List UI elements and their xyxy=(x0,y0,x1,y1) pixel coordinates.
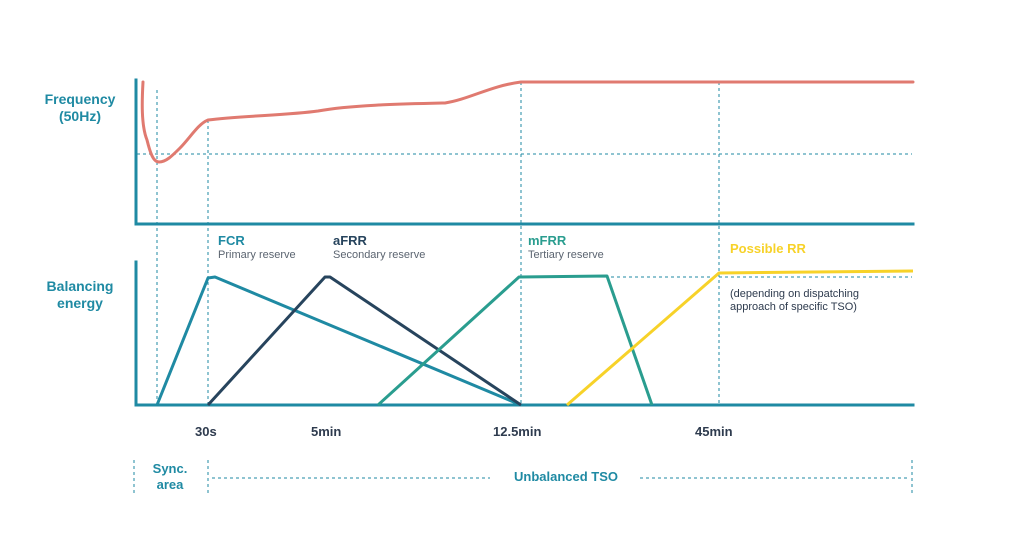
mfrr-name: mFRR xyxy=(528,233,567,248)
sync-area-line2: area xyxy=(156,476,184,492)
fcr-label: FCR Primary reserve xyxy=(218,233,296,262)
tick-5min: 5min xyxy=(311,424,342,439)
mfrr-subtitle: Tertiary reserve xyxy=(528,248,604,261)
rr-curve xyxy=(566,269,914,407)
rr-note: (depending on dispatching approach of sp… xyxy=(730,288,859,314)
afrr-label: aFRR Secondary reserve xyxy=(333,233,425,262)
mfrr-label: mFRR Tertiary reserve xyxy=(528,233,604,262)
fcr-curve xyxy=(155,275,522,407)
afrr-subtitle: Secondary reserve xyxy=(333,248,426,261)
rr-note-line1: (depending on dispatching xyxy=(730,288,860,300)
balancing-axis-title-line2: energy xyxy=(57,294,103,311)
rr-name: Possible RR xyxy=(730,241,806,256)
sync-area-line1: Sync. xyxy=(152,461,188,476)
tick-45min: 45min xyxy=(695,424,733,439)
sync-area-label: Sync. area xyxy=(140,461,200,492)
fcr-subtitle: Primary reserve xyxy=(218,248,296,261)
balancing-axis-title: Balancing energy xyxy=(40,278,120,312)
afrr-curve xyxy=(206,275,522,407)
rr-note-line2: approach of specific TSO) xyxy=(730,301,857,314)
frequency-axis-title-line2: (50Hz) xyxy=(58,107,101,124)
unbalanced-tso-label: Unbalanced TSO xyxy=(496,469,636,485)
mfrr-curve xyxy=(376,274,654,407)
fcr-name: FCR xyxy=(218,233,245,248)
balancing-axis-title-line1: Balancing xyxy=(46,278,114,294)
rr-label: Possible RR xyxy=(730,241,806,257)
frequency-axis-title-line1: Frequency xyxy=(44,91,116,107)
frequency-axis-title: Frequency (50Hz) xyxy=(40,91,120,125)
frequency-curve xyxy=(140,80,915,164)
tick-12-5min: 12.5min xyxy=(493,424,542,439)
afrr-name: aFRR xyxy=(333,233,367,248)
tick-30s: 30s xyxy=(195,424,217,439)
